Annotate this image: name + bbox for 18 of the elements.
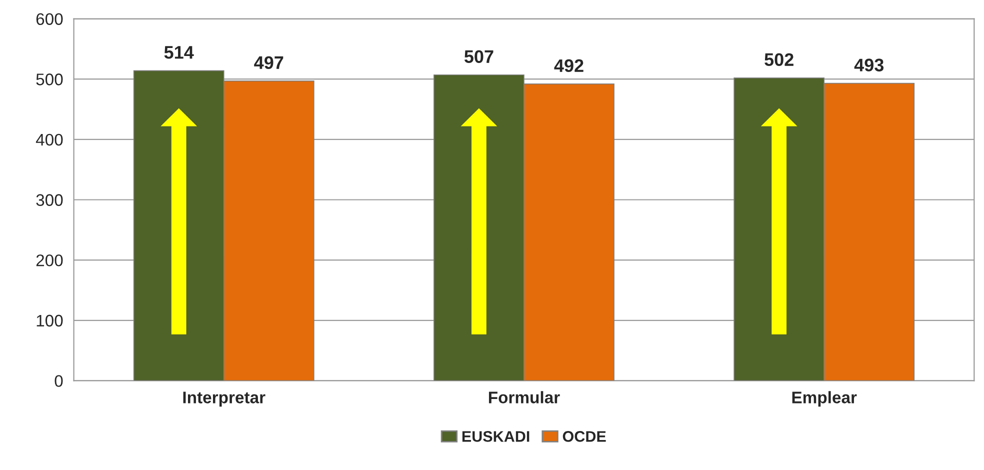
data-label: 497 — [254, 56, 284, 70]
y-tick-label: 200 — [36, 254, 63, 266]
data-label: 514 — [164, 46, 194, 59]
x-tick-label: Formular — [488, 391, 560, 404]
data-label: 507 — [464, 50, 494, 63]
y-tick-label: 300 — [36, 194, 63, 206]
y-tick-label: 400 — [36, 134, 63, 146]
y-tick-label: 600 — [36, 13, 63, 26]
y-tick-label: 0 — [54, 375, 63, 387]
data-label: 492 — [554, 59, 584, 72]
x-tick-label: Interpretar — [183, 392, 266, 407]
x-tick-label: Emplear — [792, 391, 857, 407]
legend-label: EUSKADI — [462, 431, 530, 442]
data-label: 502 — [764, 53, 794, 66]
y-tick-label: 100 — [36, 314, 63, 327]
data-label: 493 — [854, 58, 884, 72]
y-tick-label: 500 — [36, 74, 63, 86]
legend-label: OCDE — [562, 431, 606, 442]
